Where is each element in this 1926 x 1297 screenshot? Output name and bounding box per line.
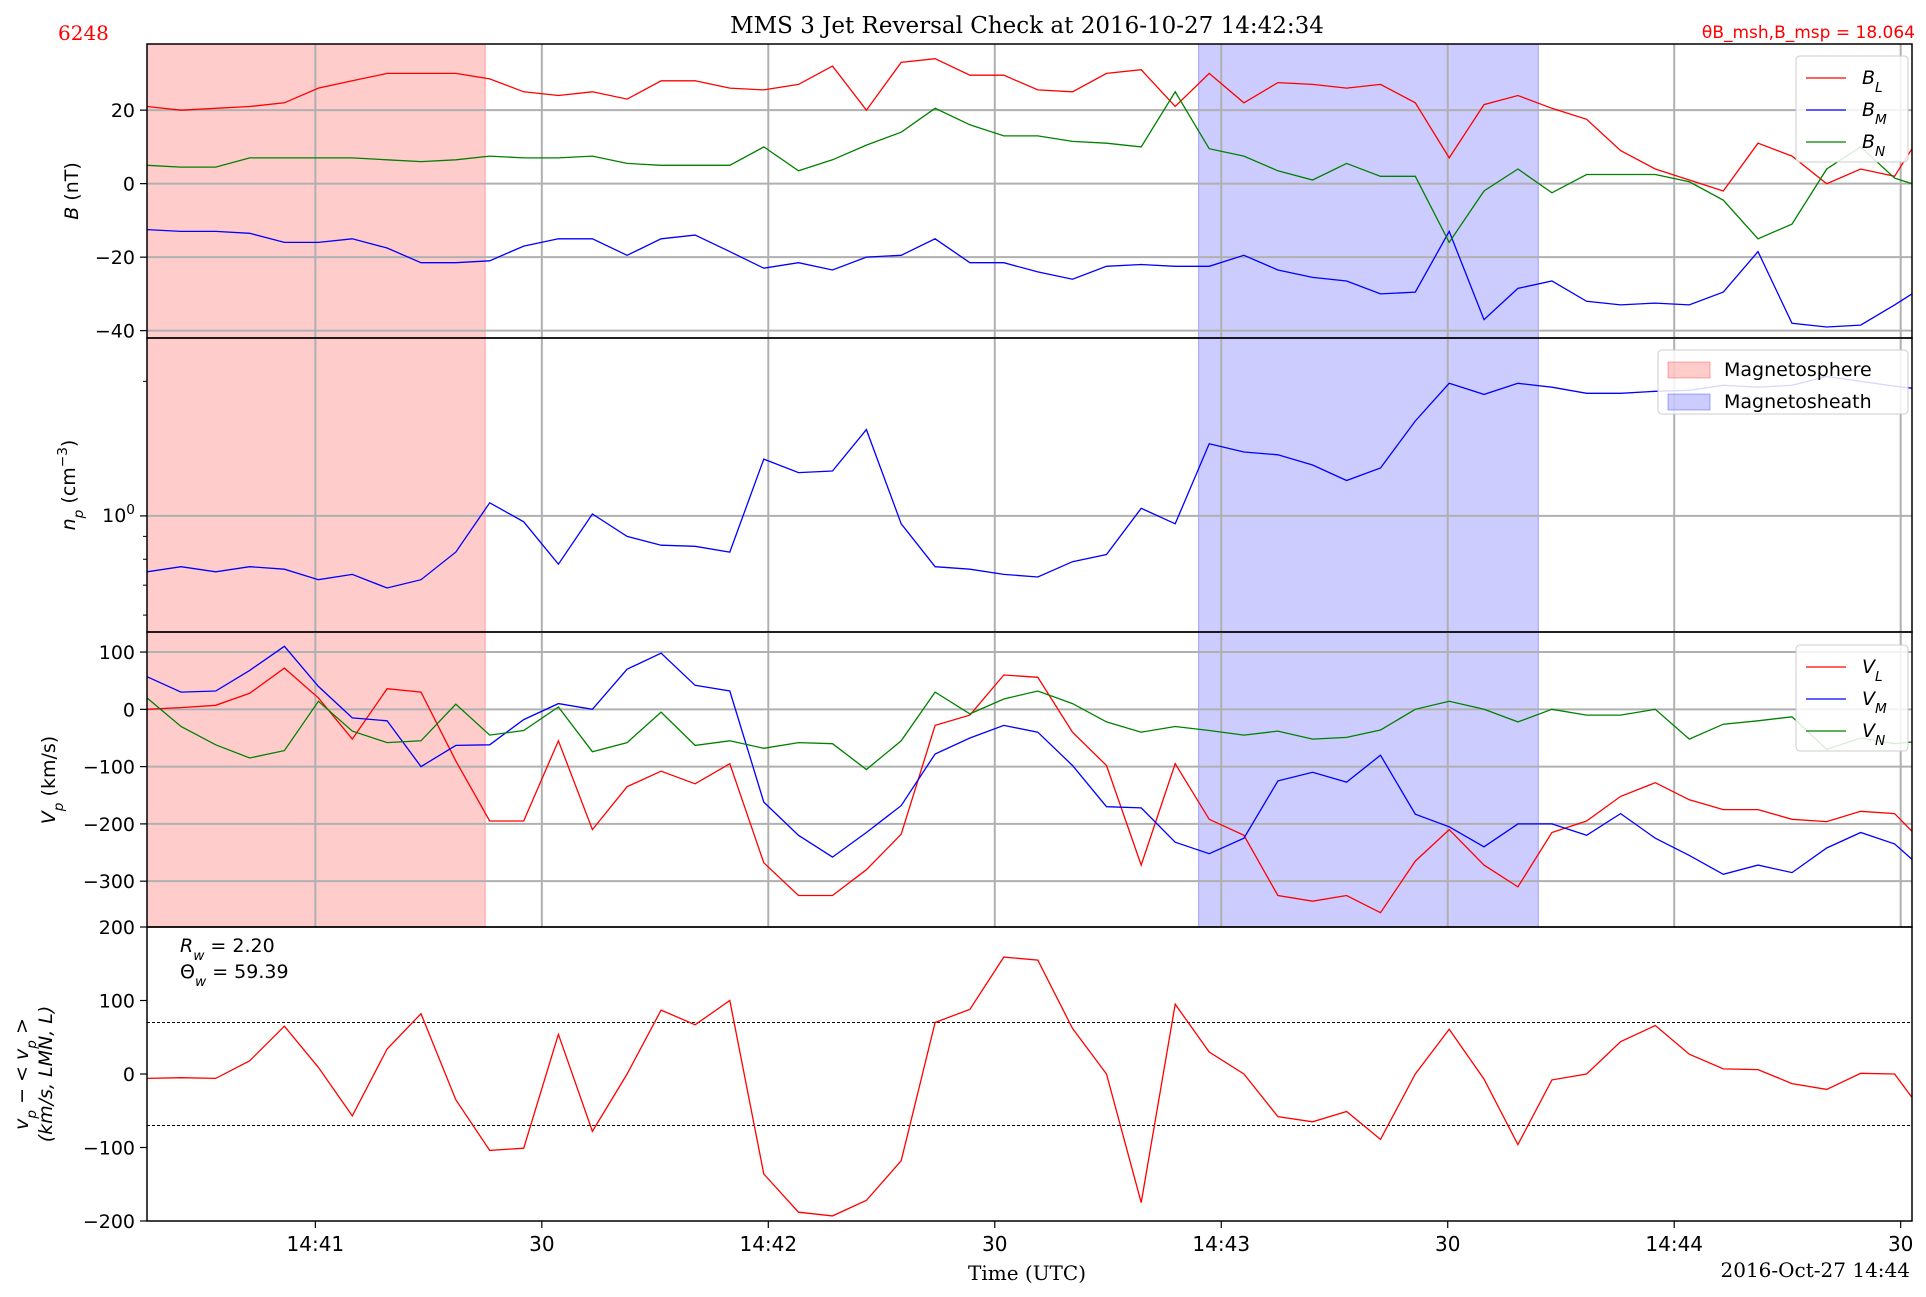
legend-label: Magnetosheath [1724,391,1872,413]
legend-v: VL VM VN [1795,644,1909,752]
panel-2: 100 [102,337,1913,633]
figure-id-label: 6248 [58,21,109,45]
y-tick-label: 0 [123,174,135,196]
series-line-3-1 [147,667,1912,914]
region-magnetosheath [1198,43,1539,339]
y-tick-label: −300 [83,871,135,893]
x-tick-label: 14:44 [1645,1232,1703,1256]
y-tick-label: −200 [83,1211,135,1233]
legend-label: VM [1862,688,1887,717]
legend-label: VN [1862,720,1885,749]
legend-label: Magnetosphere [1724,359,1872,381]
annotation-theta: Θw = 59.39 [180,961,289,990]
y-axis-label-4b: (km/s, LMN, L) [35,1006,57,1143]
y-tick-label: 0 [123,699,135,721]
y-tick-label: −100 [83,757,135,779]
x-tick-label: 30 [982,1232,1007,1256]
series-line-3-3 [147,690,1912,771]
region-magnetosheath [1198,337,1539,633]
date-label: 2016-Oct-27 14:44 [1721,1258,1911,1282]
y-tick-label: −20 [95,247,135,269]
y-tick-label: −200 [83,814,135,836]
y-tick-label: −40 [95,321,135,343]
y-axis-label-3: Vp (km/s) [38,736,67,824]
figure-title: MMS 3 Jet Reversal Check at 2016-10-27 1… [730,13,1324,39]
legend-regions: Magnetosphere Magnetosheath [1657,349,1909,415]
x-tick-label: 30 [1888,1232,1913,1256]
legend-box [1657,349,1909,415]
region-magnetosheath [1198,631,1539,928]
y-tick-label: 200 [99,917,135,939]
legend-b: BL BM BN [1795,55,1909,163]
legend-label: VL [1862,656,1883,685]
legend-label: BN [1862,131,1885,160]
x-tick-label: 14:41 [287,1232,345,1256]
series-line-1-2 [147,228,1912,328]
panel-1: −40 −20 0 20 [95,43,1913,343]
panel-3: −300 −200 −100 0 100 [83,631,1913,928]
panel-frame [146,926,1913,1222]
y-tick-label: 100 [99,991,135,1013]
legend-box [1795,644,1909,752]
panels: −40−20020100−300−200−1000100−200−1000100… [11,43,1913,1256]
theta-label: θB_msh,B_msp = 18.064 [1702,23,1915,43]
y-tick-label: −100 [83,1138,135,1160]
x-tick-label: 30 [1435,1232,1460,1256]
legend-label: BL [1862,67,1883,96]
y-tick-label: 100 [99,642,135,664]
series-line-4-1 [147,956,1912,1217]
series-line-1-3 [147,90,1912,244]
y-tick-label: 20 [111,100,135,122]
y-axis-label-1: B (nT) [61,162,83,220]
x-tick-label: 14:42 [739,1232,797,1256]
legend-patch [1667,393,1711,411]
series-line-1-1 [147,58,1912,192]
legend-label: BM [1862,99,1887,128]
y-tick-label: 0 [123,1064,135,1086]
y-tick-label: 100 [102,502,135,527]
x-tick-label: 14:43 [1192,1232,1250,1256]
y-axis-label-4: vp − < vp > [11,1018,40,1130]
y-axis-label-2: np (cm−3) [55,440,87,531]
panel-4: −200 −100 0 100 200 [83,917,1913,1233]
legend-box [1795,55,1909,163]
legend-patch [1667,361,1711,379]
series-line-2-1 [147,375,1912,589]
series-line-3-2 [147,645,1912,875]
x-tick-label: 30 [529,1232,554,1256]
x-axis-label: Time (UTC) [968,1261,1086,1285]
annotation-rw: Rw = 2.20 [180,935,275,964]
